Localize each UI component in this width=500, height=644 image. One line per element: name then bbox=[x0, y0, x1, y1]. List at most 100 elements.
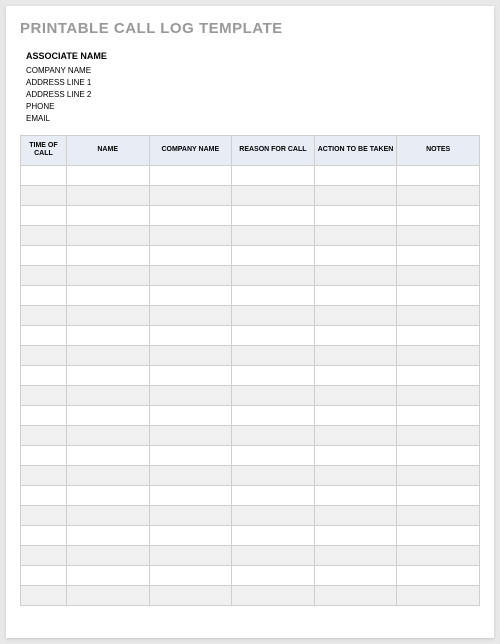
table-cell bbox=[66, 245, 149, 265]
table-cell bbox=[232, 285, 315, 305]
table-cell bbox=[66, 185, 149, 205]
table-cell bbox=[397, 205, 480, 225]
associate-phone: PHONE bbox=[20, 101, 480, 113]
associate-company: COMPANY NAME bbox=[20, 65, 480, 77]
table-cell bbox=[314, 585, 397, 605]
table-row bbox=[21, 365, 480, 385]
table-row bbox=[21, 325, 480, 345]
table-row bbox=[21, 245, 480, 265]
table-cell bbox=[21, 405, 67, 425]
page: PRINTABLE CALL LOG TEMPLATE ASSOCIATE NA… bbox=[6, 6, 494, 638]
table-row bbox=[21, 265, 480, 285]
table-row bbox=[21, 185, 480, 205]
table-cell bbox=[21, 225, 67, 245]
table-cell bbox=[232, 445, 315, 465]
table-row bbox=[21, 465, 480, 485]
table-cell bbox=[232, 345, 315, 365]
table-cell bbox=[232, 465, 315, 485]
table-cell bbox=[232, 585, 315, 605]
table-cell bbox=[66, 405, 149, 425]
table-cell bbox=[21, 245, 67, 265]
table-cell bbox=[397, 485, 480, 505]
table-cell bbox=[397, 305, 480, 325]
table-row bbox=[21, 585, 480, 605]
table-cell bbox=[232, 265, 315, 285]
table-cell bbox=[232, 545, 315, 565]
table-row bbox=[21, 205, 480, 225]
table-cell bbox=[397, 445, 480, 465]
table-cell bbox=[397, 285, 480, 305]
table-cell bbox=[149, 225, 232, 245]
table-cell bbox=[21, 525, 67, 545]
table-cell bbox=[314, 405, 397, 425]
table-cell bbox=[397, 465, 480, 485]
table-cell bbox=[66, 525, 149, 545]
associate-address-2: ADDRESS LINE 2 bbox=[20, 89, 480, 101]
table-cell bbox=[66, 485, 149, 505]
table-cell bbox=[397, 565, 480, 585]
table-cell bbox=[149, 485, 232, 505]
table-cell bbox=[149, 565, 232, 585]
table-cell bbox=[397, 265, 480, 285]
table-cell bbox=[314, 305, 397, 325]
col-company-name: COMPANY NAME bbox=[149, 136, 232, 166]
table-header-row: TIME OF CALL NAME COMPANY NAME REASON FO… bbox=[21, 136, 480, 166]
table-cell bbox=[232, 505, 315, 525]
table-cell bbox=[149, 285, 232, 305]
table-cell bbox=[314, 165, 397, 185]
document-title: PRINTABLE CALL LOG TEMPLATE bbox=[20, 20, 480, 37]
table-cell bbox=[232, 165, 315, 185]
table-cell bbox=[149, 245, 232, 265]
table-cell bbox=[66, 205, 149, 225]
table-cell bbox=[397, 425, 480, 445]
table-cell bbox=[314, 465, 397, 485]
table-cell bbox=[21, 285, 67, 305]
table-row bbox=[21, 425, 480, 445]
table-cell bbox=[66, 225, 149, 245]
table-cell bbox=[314, 365, 397, 385]
table-cell bbox=[314, 205, 397, 225]
col-name: NAME bbox=[66, 136, 149, 166]
table-cell bbox=[21, 265, 67, 285]
table-cell bbox=[314, 325, 397, 345]
table-row bbox=[21, 545, 480, 565]
col-time-of-call: TIME OF CALL bbox=[21, 136, 67, 166]
table-row bbox=[21, 445, 480, 465]
table-cell bbox=[314, 285, 397, 305]
table-cell bbox=[149, 525, 232, 545]
table-cell bbox=[314, 505, 397, 525]
table-row bbox=[21, 525, 480, 545]
table-cell bbox=[314, 265, 397, 285]
table-cell bbox=[149, 465, 232, 485]
table-cell bbox=[397, 325, 480, 345]
table-cell bbox=[314, 425, 397, 445]
table-cell bbox=[149, 345, 232, 365]
table-row bbox=[21, 285, 480, 305]
table-cell bbox=[314, 225, 397, 245]
table-cell bbox=[66, 345, 149, 365]
call-log-table-wrap: TIME OF CALL NAME COMPANY NAME REASON FO… bbox=[20, 135, 480, 606]
table-cell bbox=[314, 525, 397, 545]
table-cell bbox=[397, 165, 480, 185]
table-cell bbox=[314, 385, 397, 405]
table-body bbox=[21, 165, 480, 605]
table-cell bbox=[232, 305, 315, 325]
table-cell bbox=[21, 465, 67, 485]
table-cell bbox=[66, 385, 149, 405]
table-cell bbox=[397, 525, 480, 545]
table-cell bbox=[66, 365, 149, 385]
table-cell bbox=[397, 385, 480, 405]
table-cell bbox=[232, 405, 315, 425]
table-cell bbox=[397, 505, 480, 525]
table-cell bbox=[21, 425, 67, 445]
table-cell bbox=[314, 545, 397, 565]
table-cell bbox=[66, 505, 149, 525]
table-cell bbox=[21, 205, 67, 225]
table-cell bbox=[149, 305, 232, 325]
table-cell bbox=[149, 265, 232, 285]
table-cell bbox=[66, 465, 149, 485]
table-cell bbox=[66, 585, 149, 605]
table-cell bbox=[397, 345, 480, 365]
table-row bbox=[21, 305, 480, 325]
table-cell bbox=[314, 565, 397, 585]
